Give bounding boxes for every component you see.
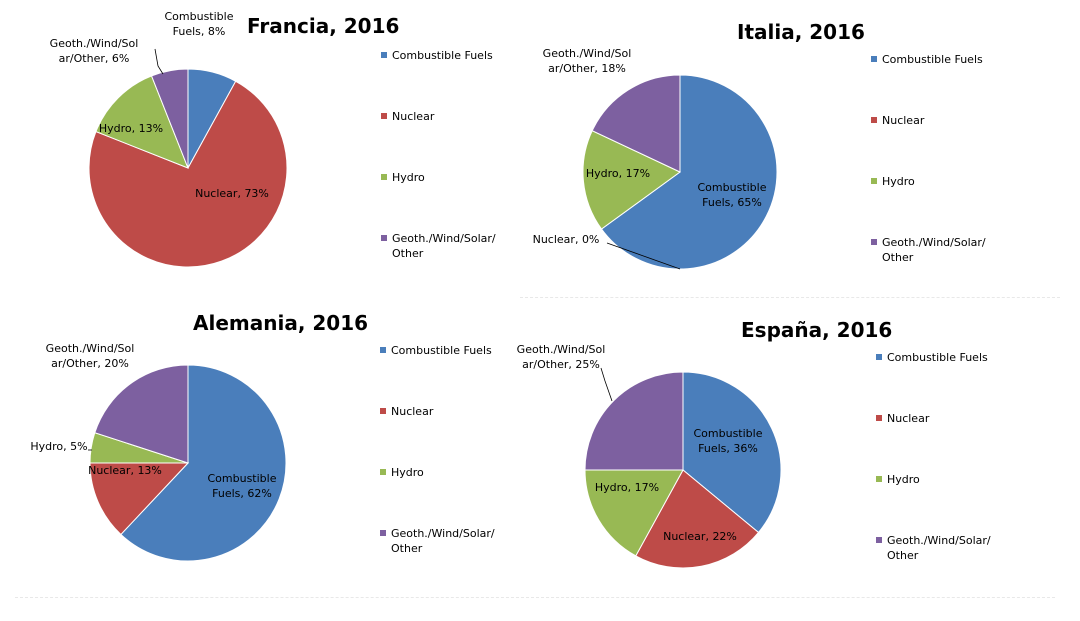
pie-slice-geoth-wind-solar-other <box>591 74 681 173</box>
legend-label-nuclear: Nuclear <box>391 405 434 418</box>
pie-slice-hydro <box>584 469 684 557</box>
leader-line-nuclear <box>606 242 681 270</box>
pie-slice-nuclear <box>89 462 190 536</box>
legend-swatch-geoth-wind-solar-other <box>876 537 882 543</box>
chart-title-italia: Italia, 2016 <box>737 20 865 44</box>
legend-label-geoth-wind-solar-other: Geoth./Wind/Solar/ Other <box>882 236 986 264</box>
legend-label-nuclear: Nuclear <box>882 114 925 127</box>
legend-swatch-geoth-wind-solar-other <box>380 530 386 536</box>
pie-slice-nuclear <box>635 469 760 569</box>
legend-label-nuclear: Nuclear <box>392 110 435 123</box>
legend-label-combustible-fuels: Combustible Fuels <box>887 351 988 364</box>
pie-slice-geoth-wind-solar-other <box>584 371 684 471</box>
leader-line-geoth-wind-solar-other <box>154 48 164 75</box>
pie-slice-combustible-fuels <box>682 371 782 534</box>
data-label-combustible-fuels: Combustible Fuels, 36% <box>694 427 763 455</box>
data-label-hydro: Hydro, 17% <box>595 481 659 494</box>
data-label-geoth-wind-solar-other: Geoth./Wind/Sol ar/Other, 18% <box>543 47 632 75</box>
legend-swatch-hydro <box>876 476 882 482</box>
legend-swatch-geoth-wind-solar-other <box>381 235 387 241</box>
chart-title-francia: Francia, 2016 <box>247 14 400 38</box>
data-label-hydro: Hydro, 13% <box>99 122 163 135</box>
legend-label-geoth-wind-solar-other: Geoth./Wind/Solar/ Other <box>887 534 991 562</box>
data-label-nuclear: Nuclear, 13% <box>88 464 162 477</box>
data-label-combustible-fuels: Combustible Fuels, 62% <box>208 472 277 500</box>
panel-divider <box>520 297 1060 298</box>
chart-title-espana: España, 2016 <box>741 318 893 342</box>
data-label-geoth-wind-solar-other: Geoth./Wind/Sol ar/Other, 25% <box>517 343 606 371</box>
panel-divider <box>15 597 1055 598</box>
legend-swatch-combustible-fuels <box>381 52 387 58</box>
leader-line-geoth-wind-solar-other <box>600 367 613 402</box>
data-label-combustible-fuels: Combustible Fuels, 65% <box>698 181 767 209</box>
legend-label-hydro: Hydro <box>391 466 424 479</box>
legend-label-hydro: Hydro <box>392 171 425 184</box>
data-label-combustible-fuels: Combustible Fuels, 8% <box>165 10 234 38</box>
legend-swatch-nuclear <box>876 415 882 421</box>
pie-slice-combustible-fuels <box>120 364 287 562</box>
legend-swatch-hydro <box>381 174 387 180</box>
data-label-geoth-wind-solar-other: Geoth./Wind/Sol ar/Other, 6% <box>50 37 139 65</box>
legend-swatch-geoth-wind-solar-other <box>871 239 877 245</box>
data-label-nuclear: Nuclear, 0% <box>533 233 600 246</box>
data-label-nuclear: Nuclear, 22% <box>663 530 737 543</box>
legend-swatch-nuclear <box>380 408 386 414</box>
data-label-geoth-wind-solar-other: Geoth./Wind/Sol ar/Other, 20% <box>46 342 135 370</box>
legend-label-geoth-wind-solar-other: Geoth./Wind/Solar/ Other <box>392 232 496 260</box>
pie-slice-combustible-fuels <box>600 74 778 270</box>
legend-label-geoth-wind-solar-other: Geoth./Wind/Solar/ Other <box>391 527 495 555</box>
data-label-hydro: Hydro, 17% <box>586 167 650 180</box>
data-label-hydro: Hydro, 5% <box>30 440 87 453</box>
legend-label-combustible-fuels: Combustible Fuels <box>392 49 493 62</box>
legend-swatch-nuclear <box>871 117 877 123</box>
data-label-nuclear: Nuclear, 73% <box>195 187 269 200</box>
pie-slice-hydro <box>582 130 681 230</box>
legend-label-combustible-fuels: Combustible Fuels <box>882 53 983 66</box>
legend-swatch-combustible-fuels <box>871 56 877 62</box>
legend-label-combustible-fuels: Combustible Fuels <box>391 344 492 357</box>
legend-swatch-hydro <box>871 178 877 184</box>
legend-label-nuclear: Nuclear <box>887 412 930 425</box>
legend-label-hydro: Hydro <box>882 175 915 188</box>
legend-swatch-combustible-fuels <box>876 354 882 360</box>
pie-slice-geoth-wind-solar-other <box>150 68 189 169</box>
pie-slice-geoth-wind-solar-other <box>94 364 189 464</box>
pie-slice-nuclear <box>88 80 288 268</box>
legend-swatch-combustible-fuels <box>380 347 386 353</box>
legend-swatch-hydro <box>380 469 386 475</box>
chart-title-alemania: Alemania, 2016 <box>193 311 369 335</box>
legend-swatch-nuclear <box>381 113 387 119</box>
legend-label-hydro: Hydro <box>887 473 920 486</box>
pie-slice-hydro <box>95 75 189 169</box>
